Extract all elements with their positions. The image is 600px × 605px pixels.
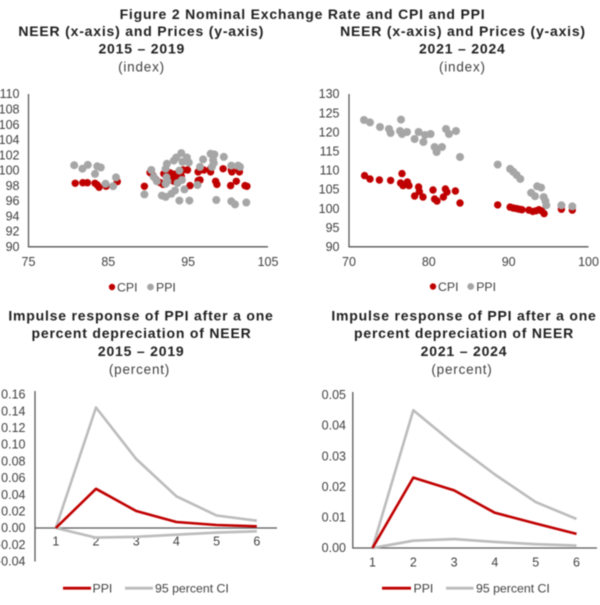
svg-text:96: 96 <box>6 194 20 208</box>
svg-text:105: 105 <box>319 183 340 197</box>
svg-text:2021 – 2024: 2021 – 2024 <box>419 40 506 56</box>
svg-text:105: 105 <box>258 255 279 269</box>
svg-text:0.08: 0.08 <box>1 454 25 468</box>
svg-text:2021 – 2024: 2021 – 2024 <box>421 343 508 359</box>
svg-text:104: 104 <box>0 133 20 147</box>
svg-text:CPI: CPI <box>117 280 138 294</box>
svg-text:1: 1 <box>369 555 376 569</box>
svg-text:4: 4 <box>173 534 180 548</box>
svg-text:120: 120 <box>319 125 340 139</box>
svg-text:0.00: 0.00 <box>1 521 25 535</box>
svg-text:3: 3 <box>133 534 140 548</box>
svg-text:98: 98 <box>6 179 20 193</box>
svg-text:90: 90 <box>502 255 516 269</box>
svg-text:95 percent CI: 95 percent CI <box>155 582 229 596</box>
svg-text:NEER (x-axis) and Prices (y-ax: NEER (x-axis) and Prices (y-axis) <box>18 23 264 39</box>
svg-text:102: 102 <box>0 148 20 162</box>
svg-text:3: 3 <box>451 555 458 569</box>
svg-text:Impulse response of PPI after: Impulse response of PPI after a one <box>8 307 273 323</box>
svg-text:0.14: 0.14 <box>1 404 25 418</box>
svg-text:108: 108 <box>0 103 20 117</box>
svg-text:1: 1 <box>52 534 59 548</box>
svg-text:(percent): (percent) <box>109 362 170 377</box>
svg-text:4: 4 <box>491 555 498 569</box>
svg-text:0.02: 0.02 <box>1 505 25 519</box>
svg-text:70: 70 <box>342 255 356 269</box>
svg-text:106: 106 <box>0 118 20 132</box>
svg-text:95: 95 <box>181 255 195 269</box>
svg-text:(index): (index) <box>439 59 486 74</box>
svg-text:CPI: CPI <box>438 280 459 294</box>
svg-text:0.06: 0.06 <box>1 471 25 485</box>
svg-text:94: 94 <box>6 209 20 223</box>
svg-text:5: 5 <box>532 555 539 569</box>
svg-text:125: 125 <box>319 106 340 120</box>
svg-text:2: 2 <box>410 555 417 569</box>
svg-text:0.12: 0.12 <box>1 421 25 435</box>
svg-text:92: 92 <box>6 225 20 239</box>
svg-text:110: 110 <box>0 87 20 101</box>
svg-text:0.05: 0.05 <box>322 388 346 402</box>
svg-text:6: 6 <box>253 534 260 548</box>
svg-text:90: 90 <box>6 240 20 254</box>
svg-text:80: 80 <box>422 255 436 269</box>
svg-text:(percent): (percent) <box>431 362 492 377</box>
svg-text:95 percent CI: 95 percent CI <box>476 582 550 596</box>
svg-text:100: 100 <box>0 164 20 178</box>
svg-text:0.04: 0.04 <box>322 419 346 433</box>
svg-text:2: 2 <box>93 534 100 548</box>
svg-text:0.02: 0.02 <box>322 480 346 494</box>
svg-text:0.01: 0.01 <box>322 511 346 525</box>
svg-text:Impulse response of PPI after: Impulse response of PPI after a one <box>331 307 596 323</box>
svg-text:percent depreciation of NEER: percent depreciation of NEER <box>32 325 252 341</box>
svg-text:NEER (x-axis) and Prices (y-ax: NEER (x-axis) and Prices (y-axis) <box>340 23 586 39</box>
svg-text:PPI: PPI <box>156 280 176 294</box>
svg-text:PPI: PPI <box>476 280 496 294</box>
svg-text:Figure 2 Nominal Exchange Rate: Figure 2 Nominal Exchange Rate and CPI a… <box>120 6 486 22</box>
svg-text:0.16: 0.16 <box>1 388 25 402</box>
svg-text:100: 100 <box>578 255 599 269</box>
svg-text:6: 6 <box>573 555 580 569</box>
svg-text:0.04: 0.04 <box>1 488 25 502</box>
svg-text:85: 85 <box>101 255 115 269</box>
svg-text:2015 – 2019: 2015 – 2019 <box>98 343 185 359</box>
svg-text:0.00: 0.00 <box>322 541 346 555</box>
svg-text:PPI: PPI <box>414 582 434 596</box>
svg-text:95: 95 <box>326 221 340 235</box>
svg-text:0.03: 0.03 <box>322 449 346 463</box>
svg-text:percent depreciation of NEER: percent depreciation of NEER <box>354 325 574 341</box>
svg-text:-0.02: -0.02 <box>0 538 26 552</box>
svg-text:(index): (index) <box>118 59 165 74</box>
svg-text:2015 – 2019: 2015 – 2019 <box>98 40 185 56</box>
svg-text:110: 110 <box>320 164 340 178</box>
svg-text:90: 90 <box>326 240 340 254</box>
svg-text:0.10: 0.10 <box>1 438 25 452</box>
svg-text:-0.04: -0.04 <box>0 555 26 569</box>
svg-text:5: 5 <box>213 534 220 548</box>
svg-text:130: 130 <box>319 87 340 101</box>
svg-text:75: 75 <box>22 255 36 269</box>
svg-text:PPI: PPI <box>93 582 113 596</box>
svg-text:115: 115 <box>320 145 340 159</box>
svg-text:100: 100 <box>319 202 340 216</box>
